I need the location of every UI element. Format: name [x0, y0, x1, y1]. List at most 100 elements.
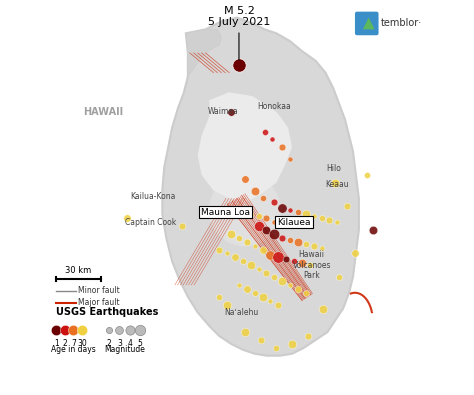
Text: 2: 2: [63, 339, 67, 348]
Point: [343, 203, 351, 209]
Point: [243, 239, 251, 245]
Point: [351, 250, 359, 257]
Point: [243, 286, 251, 292]
Point: [241, 329, 249, 335]
Text: Magnitude: Magnitude: [104, 345, 145, 354]
Point: [136, 327, 144, 333]
Point: [267, 252, 274, 259]
Point: [116, 327, 123, 333]
Text: Keaau: Keaau: [326, 180, 349, 189]
Point: [294, 209, 302, 215]
Point: [326, 217, 333, 223]
Text: USGS Earthquakes: USGS Earthquakes: [56, 307, 158, 318]
Point: [331, 180, 339, 186]
Point: [294, 286, 302, 292]
Point: [310, 213, 318, 219]
Point: [286, 156, 294, 162]
Point: [302, 241, 310, 247]
Point: [302, 211, 310, 217]
Text: 3: 3: [117, 339, 122, 348]
Point: [52, 327, 60, 333]
FancyBboxPatch shape: [355, 12, 379, 35]
Text: Hawaii
Volcanoes
Park: Hawaii Volcanoes Park: [292, 250, 331, 280]
Text: M 5.2
5 July 2021: M 5.2 5 July 2021: [208, 6, 270, 60]
Text: Hilo: Hilo: [326, 164, 341, 173]
Polygon shape: [363, 17, 374, 29]
Text: Honokaa: Honokaa: [257, 102, 291, 111]
Point: [334, 219, 341, 225]
Point: [123, 215, 131, 221]
Text: 30: 30: [77, 339, 87, 348]
Point: [273, 345, 280, 351]
Point: [274, 301, 282, 308]
Point: [70, 327, 77, 333]
Point: [223, 250, 231, 257]
Circle shape: [210, 175, 280, 246]
Point: [251, 187, 258, 194]
Point: [274, 254, 282, 261]
Point: [223, 301, 231, 308]
Text: Major fault: Major fault: [78, 298, 119, 307]
Text: 2: 2: [107, 339, 111, 348]
Point: [261, 128, 268, 135]
Polygon shape: [186, 29, 221, 77]
Point: [267, 297, 274, 304]
Point: [61, 327, 69, 333]
Point: [302, 290, 310, 296]
Point: [241, 176, 249, 182]
Point: [298, 260, 306, 267]
Point: [294, 239, 302, 245]
Point: [228, 231, 235, 237]
Point: [263, 270, 270, 276]
Point: [255, 266, 263, 272]
Point: [216, 246, 223, 253]
Point: [78, 327, 86, 333]
Point: [271, 274, 278, 280]
Point: [178, 223, 186, 229]
Point: [235, 62, 243, 68]
Point: [259, 246, 266, 253]
Point: [251, 290, 258, 296]
Point: [363, 172, 371, 178]
Point: [263, 215, 270, 221]
Point: [257, 337, 264, 343]
Polygon shape: [198, 92, 292, 202]
Point: [271, 219, 278, 225]
Point: [283, 256, 290, 263]
Point: [319, 305, 327, 312]
Point: [278, 235, 286, 241]
Point: [318, 245, 325, 251]
Point: [235, 62, 243, 68]
Point: [239, 258, 246, 265]
Point: [278, 278, 286, 284]
Point: [259, 195, 266, 201]
Text: Kailua-Kona: Kailua-Kona: [130, 192, 175, 201]
Circle shape: [221, 106, 288, 173]
Point: [231, 254, 239, 261]
Text: Kilauea: Kilauea: [277, 218, 311, 226]
Point: [271, 199, 278, 205]
Text: 30 km: 30 km: [65, 266, 91, 275]
Text: Mauna Loa: Mauna Loa: [201, 208, 250, 217]
Point: [126, 327, 134, 333]
Text: 1: 1: [54, 339, 58, 348]
Point: [278, 144, 286, 150]
Text: temblor·: temblor·: [381, 19, 422, 28]
Point: [278, 205, 286, 211]
Text: Waimea: Waimea: [208, 107, 238, 117]
Text: 5: 5: [137, 339, 142, 348]
Point: [306, 262, 313, 269]
Text: Minor fault: Minor fault: [78, 286, 119, 295]
Point: [263, 227, 270, 233]
Point: [286, 237, 294, 243]
Point: [255, 223, 263, 229]
Point: [259, 293, 266, 300]
Text: Age in days: Age in days: [51, 345, 96, 354]
Point: [288, 341, 296, 347]
Text: 4: 4: [127, 339, 132, 348]
Point: [369, 227, 376, 233]
Text: 7: 7: [71, 339, 76, 348]
Point: [235, 235, 243, 241]
Point: [286, 282, 294, 288]
Point: [247, 211, 255, 217]
